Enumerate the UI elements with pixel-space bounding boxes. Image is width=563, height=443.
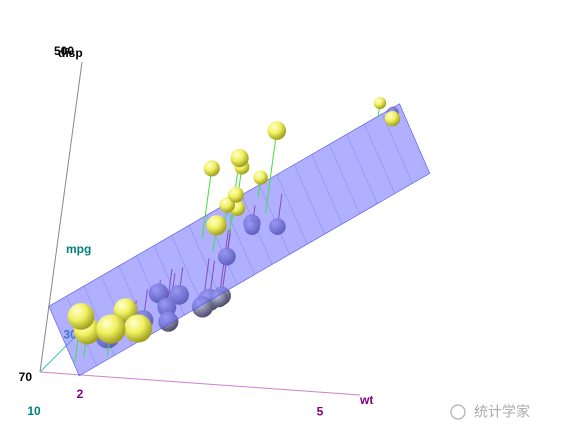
- y-tick-label: 10: [27, 404, 41, 418]
- z-tick-label: 70: [19, 370, 33, 384]
- watermark-icon: [450, 404, 466, 420]
- residual: [265, 130, 278, 214]
- plane-grid: [136, 255, 168, 326]
- plane-grid: [311, 154, 343, 225]
- point: [267, 121, 287, 140]
- plane-grid: [241, 194, 273, 265]
- point: [113, 298, 138, 322]
- plane-grid: [294, 164, 325, 235]
- point: [67, 303, 95, 330]
- plane-grid: [171, 235, 203, 306]
- watermark: 统计学家: [450, 404, 530, 420]
- point: [384, 111, 401, 127]
- z-axis-label: disp: [58, 46, 83, 60]
- plane-grid: [329, 144, 360, 214]
- residual: [201, 168, 213, 238]
- watermark-text: 统计学家: [474, 404, 530, 420]
- plane-grid: [153, 245, 185, 316]
- x-tick-label: 5: [317, 404, 324, 418]
- point: [206, 215, 227, 236]
- plane-grid: [223, 204, 255, 275]
- y-axis-label: mpg: [66, 242, 91, 256]
- x-axis: [39, 371, 361, 396]
- point: [253, 170, 268, 185]
- plane-grid: [259, 184, 290, 255]
- point: [373, 96, 387, 110]
- point: [203, 160, 220, 177]
- plane-grid: [276, 174, 308, 245]
- point: [227, 186, 244, 203]
- plane-grid: [364, 123, 395, 194]
- z-tick-label: 500: [54, 44, 74, 58]
- point: [230, 148, 249, 168]
- x-tick-label: 2: [77, 387, 84, 401]
- z-axis: [39, 61, 83, 373]
- plane-grid: [381, 113, 413, 184]
- point: [124, 314, 153, 343]
- x-axis-label: wt: [359, 393, 373, 407]
- plane-grid: [346, 134, 378, 204]
- point: [96, 314, 126, 344]
- plane-grid: [188, 225, 220, 295]
